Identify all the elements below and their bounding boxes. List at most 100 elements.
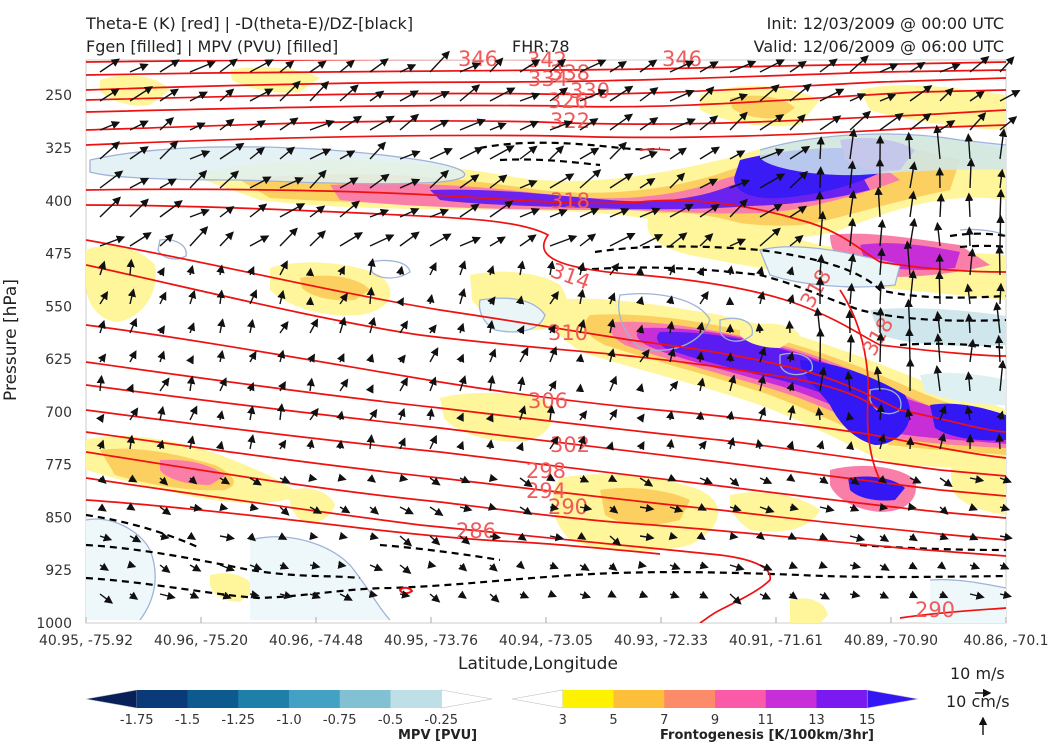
wind-arrow <box>999 590 1012 599</box>
wind-arrow <box>819 591 830 600</box>
wind-arrow <box>965 192 974 218</box>
wind-arrow <box>519 346 529 363</box>
wind-arrow <box>969 532 979 541</box>
wind-arrow <box>399 506 414 515</box>
wind-arrow <box>934 310 943 334</box>
wind-arrow <box>215 440 225 450</box>
title-line-1: Theta-E (K) [red] | -D(theta-E)/DZ-[blac… <box>86 14 414 33</box>
wind-arrow <box>785 320 794 334</box>
wind-arrow <box>246 532 256 542</box>
wind-arrow <box>998 359 1007 392</box>
wind-arrow <box>97 319 106 334</box>
wind-arrow <box>666 438 675 450</box>
theta-e-label: 306 <box>528 389 568 413</box>
wind-arrow <box>577 319 586 334</box>
wind-arrow <box>188 289 197 305</box>
wind-arrow <box>697 377 706 392</box>
wind-arrow <box>489 174 508 189</box>
wind-arrow <box>247 434 256 450</box>
wind-arrow <box>666 295 675 305</box>
wind-arrow <box>189 208 210 218</box>
wind-arrow <box>338 531 348 541</box>
wind-arrow <box>909 161 918 189</box>
wind-arrow <box>669 203 694 218</box>
wind-reference-horizontal: 10 m/s <box>950 664 1005 683</box>
wind-arrow <box>159 178 177 189</box>
wind-arrow <box>846 282 856 305</box>
wind-arrow <box>609 85 634 102</box>
wind-arrow <box>128 474 138 483</box>
wind-arrow <box>159 532 170 541</box>
wind-arrow <box>847 217 857 247</box>
wind-arrow <box>519 145 538 160</box>
wind-arrow <box>964 405 973 421</box>
wind-arrow <box>908 561 918 570</box>
wind-arrow <box>547 324 556 334</box>
wind-arrow <box>189 91 208 102</box>
wind-arrow <box>279 320 289 334</box>
wind-arrow <box>759 148 785 160</box>
wind-arrow <box>249 203 268 218</box>
wind-arrow <box>577 288 586 305</box>
wind-arrow <box>666 410 675 421</box>
wind-arrow <box>969 112 987 131</box>
wind-arrow <box>999 475 1012 484</box>
wind-arrow <box>487 374 496 392</box>
wind-arrow <box>96 413 105 424</box>
wind-arrow <box>369 173 390 189</box>
wind-arrow <box>759 59 785 73</box>
wind-arrow <box>999 90 1021 102</box>
wind-arrow <box>129 146 149 160</box>
wind-arrow <box>967 338 977 363</box>
wind-arrow <box>848 128 858 160</box>
wind-arrow <box>187 322 196 334</box>
wind-arrow <box>844 370 854 392</box>
wind-arrow <box>369 141 386 160</box>
wind-arrow <box>609 375 618 392</box>
wind-arrow <box>639 150 658 160</box>
colorbar-cell <box>664 690 716 708</box>
wind-arrow <box>637 560 647 569</box>
wind-arrow <box>339 150 356 160</box>
wind-arrow <box>429 119 450 131</box>
wind-arrow <box>969 475 985 484</box>
wind-arrow <box>129 232 152 247</box>
wind-arrow <box>876 280 885 305</box>
wind-arrow <box>249 176 272 189</box>
wind-arrow <box>219 502 229 512</box>
wind-arrow <box>339 177 359 189</box>
wind-arrow <box>428 324 437 334</box>
wind-arrow <box>187 435 196 450</box>
wind-arrow <box>666 320 675 334</box>
colorbar-cell <box>816 690 868 708</box>
wind-arrow <box>219 142 245 160</box>
wind-arrow <box>667 473 677 482</box>
x-tick-label: 40.95, -75.92 <box>39 633 133 649</box>
wind-arrow <box>98 260 107 276</box>
wind-arrow <box>639 503 655 513</box>
wind-arrow <box>517 376 526 392</box>
colorbar-cell <box>85 689 138 709</box>
wind-arrow <box>669 504 684 513</box>
wind-arrow <box>639 117 659 131</box>
y-axis: 250 325 400 475 550 625 700 775 850 925 1000 <box>36 88 72 632</box>
valid-time: Valid: 12/06/2009 @ 06:00 UTC <box>753 37 1004 56</box>
wind-arrow <box>219 476 231 485</box>
wind-arrow <box>369 208 390 218</box>
x-tick-label: 40.95, -73.76 <box>384 633 478 649</box>
wind-arrow <box>189 503 203 512</box>
wind-arrow <box>339 505 351 514</box>
wind-arrow <box>816 136 825 160</box>
wind-arrow <box>428 376 437 392</box>
wind-arrow <box>789 83 812 102</box>
wind-arrow <box>159 377 170 392</box>
wind-arrow <box>579 503 593 512</box>
wind-arrow <box>909 85 933 102</box>
wind-arrow <box>729 504 742 513</box>
wind-arrow <box>579 562 590 571</box>
wind-arrow <box>728 374 737 392</box>
wind-arrow <box>249 120 266 131</box>
wind-arrow <box>99 562 109 571</box>
x-tick-label: 40.96, -75.20 <box>154 633 248 649</box>
wind-arrow <box>849 503 860 512</box>
